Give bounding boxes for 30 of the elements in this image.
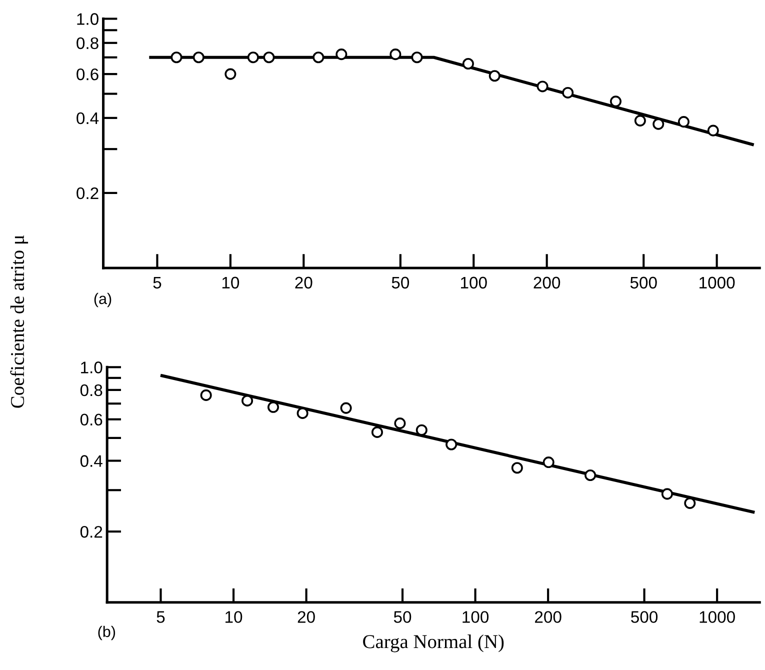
y-tick-label: 0.8 <box>80 384 102 396</box>
x-tick-label: 500 <box>631 611 658 623</box>
y-tick-label: 1.0 <box>77 13 98 25</box>
x-tick-label: 10 <box>226 611 242 623</box>
x-axis-title: Carga Normal (N) <box>363 634 504 652</box>
y-tick-label: 0.2 <box>76 187 98 200</box>
y-tick-label: 0.6 <box>80 414 102 426</box>
x-tick-label: 5 <box>156 611 165 623</box>
text: (b) <box>98 626 116 640</box>
x-tick-label: 20 <box>298 611 315 623</box>
x-tick-label: 5 <box>153 276 162 289</box>
y-tick-label: 0.4 <box>80 455 102 467</box>
y-tick-label: 0.4 <box>76 112 99 124</box>
x-tick-label: 10 <box>222 276 240 289</box>
x-tick-label: 100 <box>460 276 487 289</box>
y-tick-label: 0.6 <box>76 68 98 80</box>
x-tick-label: 50 <box>394 611 412 623</box>
text: (a) <box>94 292 112 308</box>
x-tick-label: 500 <box>630 276 657 289</box>
y-tick-label: 0.2 <box>80 526 102 538</box>
x-tick-label: 100 <box>462 611 489 623</box>
x-tick-label: 50 <box>392 276 410 289</box>
y-axis-title: Coeficiente de atrito μ <box>10 235 28 408</box>
x-tick-label: 200 <box>535 611 562 623</box>
x-tick-label: 200 <box>534 276 560 289</box>
x-tick-label: 20 <box>295 276 312 289</box>
x-tick-label: 1000 <box>700 611 735 623</box>
x-tick-label: 1000 <box>700 276 735 289</box>
y-tick-label: 0.8 <box>76 37 98 50</box>
y-tick-label: 1.0 <box>81 362 102 374</box>
